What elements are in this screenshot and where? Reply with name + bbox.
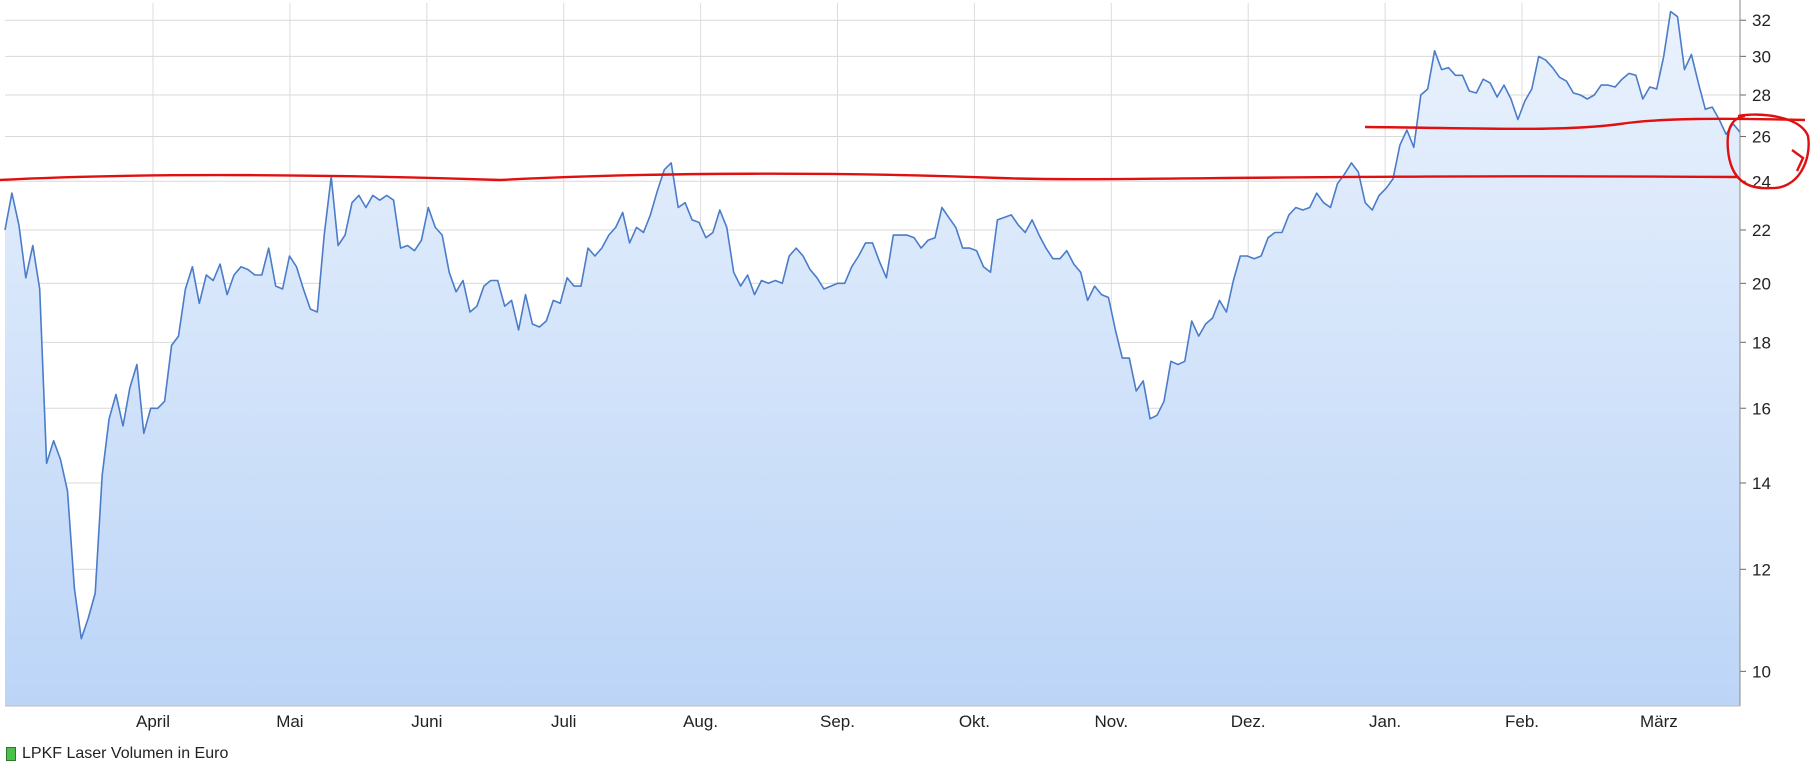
- x-tick-label: Jan.: [1369, 712, 1401, 731]
- x-tick-label: Mai: [276, 712, 303, 731]
- y-tick-label: 16: [1752, 399, 1771, 418]
- y-tick-label: 32: [1752, 11, 1771, 30]
- y-tick-label: 20: [1752, 274, 1771, 293]
- price-area: [4, 10, 1741, 706]
- x-tick-label: Sep.: [820, 712, 855, 731]
- x-tick-label: Dez.: [1231, 712, 1266, 731]
- x-tick-label: Aug.: [683, 712, 718, 731]
- price-line: [4, 10, 1741, 640]
- y-tick-label: 28: [1752, 86, 1771, 105]
- x-tick-label: Nov.: [1094, 712, 1128, 731]
- legend-label: LPKF Laser Volumen in Euro: [22, 745, 229, 762]
- support-line-24: [0, 172, 1739, 182]
- y-tick-label: 14: [1752, 474, 1771, 493]
- hand-drawn-annotations: [0, 113, 1810, 190]
- y-tick-label: 10: [1752, 662, 1771, 681]
- price-area-fill: [5, 11, 1740, 706]
- x-tick-label: Juni: [411, 712, 442, 731]
- x-tick-label: Feb.: [1505, 712, 1539, 731]
- x-tick-label: April: [136, 712, 170, 731]
- y-tick-label: 30: [1752, 47, 1771, 66]
- y-tick-label: 12: [1752, 560, 1771, 579]
- x-tick-label: März: [1640, 712, 1678, 731]
- legend-swatch: [6, 747, 16, 761]
- highlight-arrow: [1791, 149, 1805, 172]
- highlight-circle: [1726, 113, 1810, 190]
- x-tick-label: Okt.: [959, 712, 990, 731]
- y-tick-label: 26: [1752, 127, 1771, 146]
- x-tick-label: Juli: [551, 712, 577, 731]
- legend: LPKF Laser Volumen in Euro: [6, 745, 228, 763]
- resistance-line-26: [1364, 117, 1806, 131]
- y-tick-label: 18: [1752, 333, 1771, 352]
- y-tick-label: 22: [1752, 221, 1771, 240]
